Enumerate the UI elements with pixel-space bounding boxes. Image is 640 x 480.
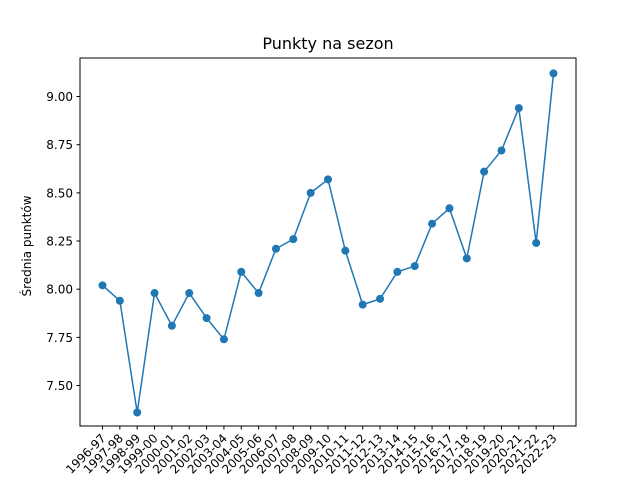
y-tick-label: 7.75 [46,331,73,345]
data-point [445,204,454,213]
data-point [167,321,176,330]
plot-frame [79,57,577,427]
y-tick-label: 8.00 [46,283,73,297]
data-point [324,175,332,184]
data-point [254,289,263,298]
data-point [341,246,350,255]
data-point [480,167,489,176]
data-point [306,188,315,197]
data-point [462,254,471,263]
data-point [271,244,280,253]
data-point [393,267,402,276]
data-point [497,146,506,155]
data-point [358,300,367,309]
data-point [549,69,558,78]
y-tick-label: 8.75 [46,138,73,152]
data-point [410,262,419,271]
data-point [428,219,437,228]
data-point [133,408,142,417]
data-point [289,235,298,244]
chart-title: Punkty na sezon [262,34,393,53]
y-axis-label: Średnia punktów [19,195,34,296]
data-point [98,281,107,290]
data-point [376,294,385,303]
chart-marks: 7.507.758.008.258.508.759.001996-971997-… [46,69,560,477]
y-tick-label: 8.50 [46,186,73,200]
data-point [237,267,246,276]
data-point [514,104,523,113]
data-point [115,296,124,305]
y-tick-label: 8.25 [46,235,73,249]
data-point [185,289,194,298]
data-point [532,238,541,247]
data-point [202,314,211,323]
data-point [150,289,159,298]
y-tick-label: 9.00 [46,90,73,104]
data-point [219,335,228,344]
y-tick-label: 7.50 [46,379,73,393]
